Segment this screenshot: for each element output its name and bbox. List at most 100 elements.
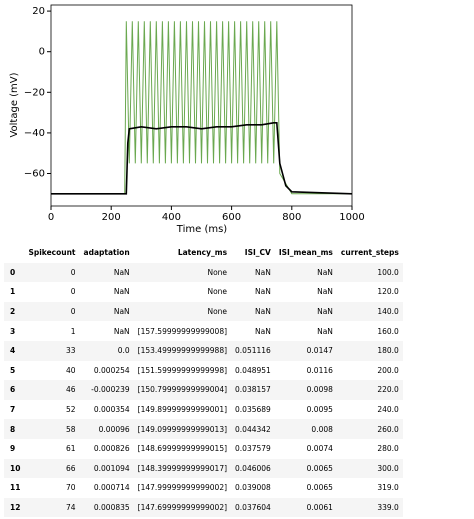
table-row: 6 46 -0.000239 [150.79999999999004] 0.038157… (4, 380, 403, 400)
column-header: Spikecount (28, 248, 76, 258)
x-tick-label: 0 (48, 212, 54, 223)
chart: Time (ms) Voltage (mV) 0 200 400 600 800 1000… (9, 4, 365, 235)
row-index: 6 (10, 385, 16, 395)
table-cell: NaN (113, 326, 130, 336)
row-index: 4 (10, 346, 16, 356)
x-tick-label: 400 (162, 212, 181, 223)
table-cell: 0.000714 (93, 483, 130, 493)
data-table: Spikecount adaptation Latency_ms ISI_CV ISI_… (4, 243, 403, 518)
trace (51, 122, 353, 195)
index-header (4, 243, 24, 263)
table-cell: [151.59999999999998] (137, 365, 228, 375)
table-cell: [149.09999999999013] (137, 424, 228, 434)
table-cell: 0.008 (311, 424, 333, 434)
table-cell: NaN (255, 267, 271, 277)
x-tick-label: 800 (282, 212, 301, 223)
table-cell: 70 (65, 483, 76, 493)
table-cell: 0.0 (117, 346, 130, 356)
table-cell: [148.39999999999017] (137, 463, 228, 473)
table-cell: 0.038157 (235, 385, 271, 395)
row-index: 1 (10, 287, 16, 297)
table-cell: 0 (70, 287, 76, 297)
table-cell: 66 (65, 463, 76, 473)
row-index: 3 (10, 326, 16, 336)
table-cell: 0.0095 (306, 405, 333, 415)
table-cell: [148.69999999999015] (137, 444, 228, 454)
table-row: 8 58 0.00096 [149.09999999999013] 0.044342 0.… (4, 419, 403, 439)
table-cell: 0.0074 (306, 444, 333, 454)
table-cell: 0.044342 (235, 424, 271, 434)
table-row: 2 0 NaN None NaN NaN 140.0 (4, 301, 403, 322)
table-cell: 52 (65, 405, 76, 415)
row-index: 11 (10, 483, 21, 493)
y-tick-label: 20 (32, 6, 45, 17)
table-cell: 74 (65, 503, 76, 513)
table-cell: 0.051116 (235, 346, 271, 356)
table-row: 3 1 NaN [157.59999999999008] NaN NaN 160.0 (4, 321, 403, 341)
table-cell: None (207, 307, 228, 317)
row-index: 9 (10, 444, 16, 454)
table-cell: 58 (65, 424, 76, 434)
table-row: 12 74 0.000835 [147.69999999999002] 0.037604… (4, 497, 403, 518)
table-cell: 0.0065 (306, 483, 333, 493)
table-cell: NaN (113, 267, 130, 277)
table-cell: 0 (70, 307, 76, 317)
table-cell: 0.000254 (93, 365, 130, 375)
table-cell: [150.79999999999004] (137, 385, 228, 395)
table-cell: [147.99999999999002] (137, 483, 228, 493)
table-cell: NaN (255, 307, 271, 317)
table-cell: 140.0 (377, 307, 399, 317)
table-row: 1 0 NaN None NaN NaN 120.0 (4, 282, 403, 302)
x-tick-label: 200 (102, 212, 121, 223)
table-row: 7 52 0.000354 [149.89999999999001] 0.035689 0… (4, 400, 403, 420)
trace (51, 21, 352, 195)
table-cell: NaN (317, 326, 333, 336)
table-cell: None (207, 287, 228, 297)
y-tick-label: −40 (24, 128, 45, 139)
table-cell: NaN (113, 307, 130, 317)
table-row: 10 66 0.001094 [148.39999999999017] 0.046006… (4, 458, 403, 479)
table-cell: 220.0 (377, 385, 399, 395)
table-cell: 46 (65, 385, 76, 395)
table-cell: 61 (65, 444, 76, 454)
x-tick-label: 1000 (339, 212, 364, 223)
table-cell: [153.49999999999988] (137, 346, 228, 356)
table-cell: NaN (317, 307, 333, 317)
table-cell: 0.0065 (306, 463, 333, 473)
x-tick-label: 600 (222, 212, 241, 223)
table-cell: 0.039008 (235, 483, 271, 493)
column-header: current_steps (340, 248, 399, 258)
table-cell: NaN (255, 326, 271, 336)
table-cell: 0.0061 (306, 503, 333, 513)
y-axis-label: Voltage (mV) (9, 72, 20, 137)
table-cell: 0.001094 (93, 463, 130, 473)
table-cell: 0.000354 (93, 405, 130, 415)
column-header: ISI_CV (244, 248, 271, 258)
table-cell: 240.0 (377, 405, 399, 415)
table-cell: 260.0 (377, 424, 399, 434)
header-row: Spikecount adaptation Latency_ms ISI_CV ISI_… (4, 243, 403, 263)
row-index: 10 (10, 463, 21, 473)
plot-frame (50, 4, 353, 207)
table-row: 5 40 0.000254 [151.59999999999998] 0.048951 0… (4, 361, 403, 381)
table-cell: NaN (317, 287, 333, 297)
table-cell: 100.0 (377, 267, 399, 277)
table-cell: 0.000826 (93, 444, 130, 454)
table-cell: 0.000835 (93, 503, 130, 513)
column-header: Latency_ms (177, 248, 228, 258)
row-index: 2 (10, 307, 16, 317)
table-cell: 120.0 (377, 287, 399, 297)
table-cell: 0.037604 (235, 503, 271, 513)
table-cell: 319.0 (377, 483, 399, 493)
table-cell: 0.0116 (306, 365, 333, 375)
table-cell: 0.0098 (306, 385, 333, 395)
table-cell: 0 (70, 267, 76, 277)
row-index: 7 (10, 405, 16, 415)
table-cell: None (207, 267, 228, 277)
table-cell: [147.69999999999002] (137, 503, 228, 513)
table-cell: 0.035689 (235, 405, 271, 415)
table-cell: 300.0 (377, 463, 399, 473)
y-tick-label: −60 (24, 169, 45, 180)
table-row: 11 70 0.000714 [147.99999999999002] 0.039008… (4, 478, 403, 498)
